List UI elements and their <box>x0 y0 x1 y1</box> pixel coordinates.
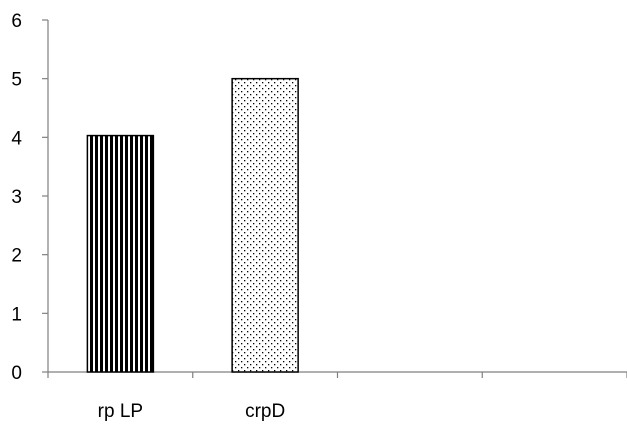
y-tick-label: 2 <box>11 246 22 267</box>
bar-crpd <box>231 77 299 373</box>
y-tick-label: 1 <box>11 304 22 325</box>
y-axis: 0 1 2 3 4 5 6 <box>11 11 49 384</box>
y-tick-label: 4 <box>11 128 22 149</box>
bars <box>86 77 299 373</box>
y-tick-label: 6 <box>11 11 22 32</box>
y-tick-label: 3 <box>11 187 22 208</box>
y-tick-label: 5 <box>11 70 22 91</box>
x-category-label: rp LP <box>98 401 143 422</box>
y-tick-label: 0 <box>11 363 22 384</box>
x-axis <box>47 371 627 378</box>
category-labels: rp LP crpD <box>98 401 286 422</box>
bar-rp-lp <box>86 134 155 373</box>
x-category-label: crpD <box>245 401 285 422</box>
